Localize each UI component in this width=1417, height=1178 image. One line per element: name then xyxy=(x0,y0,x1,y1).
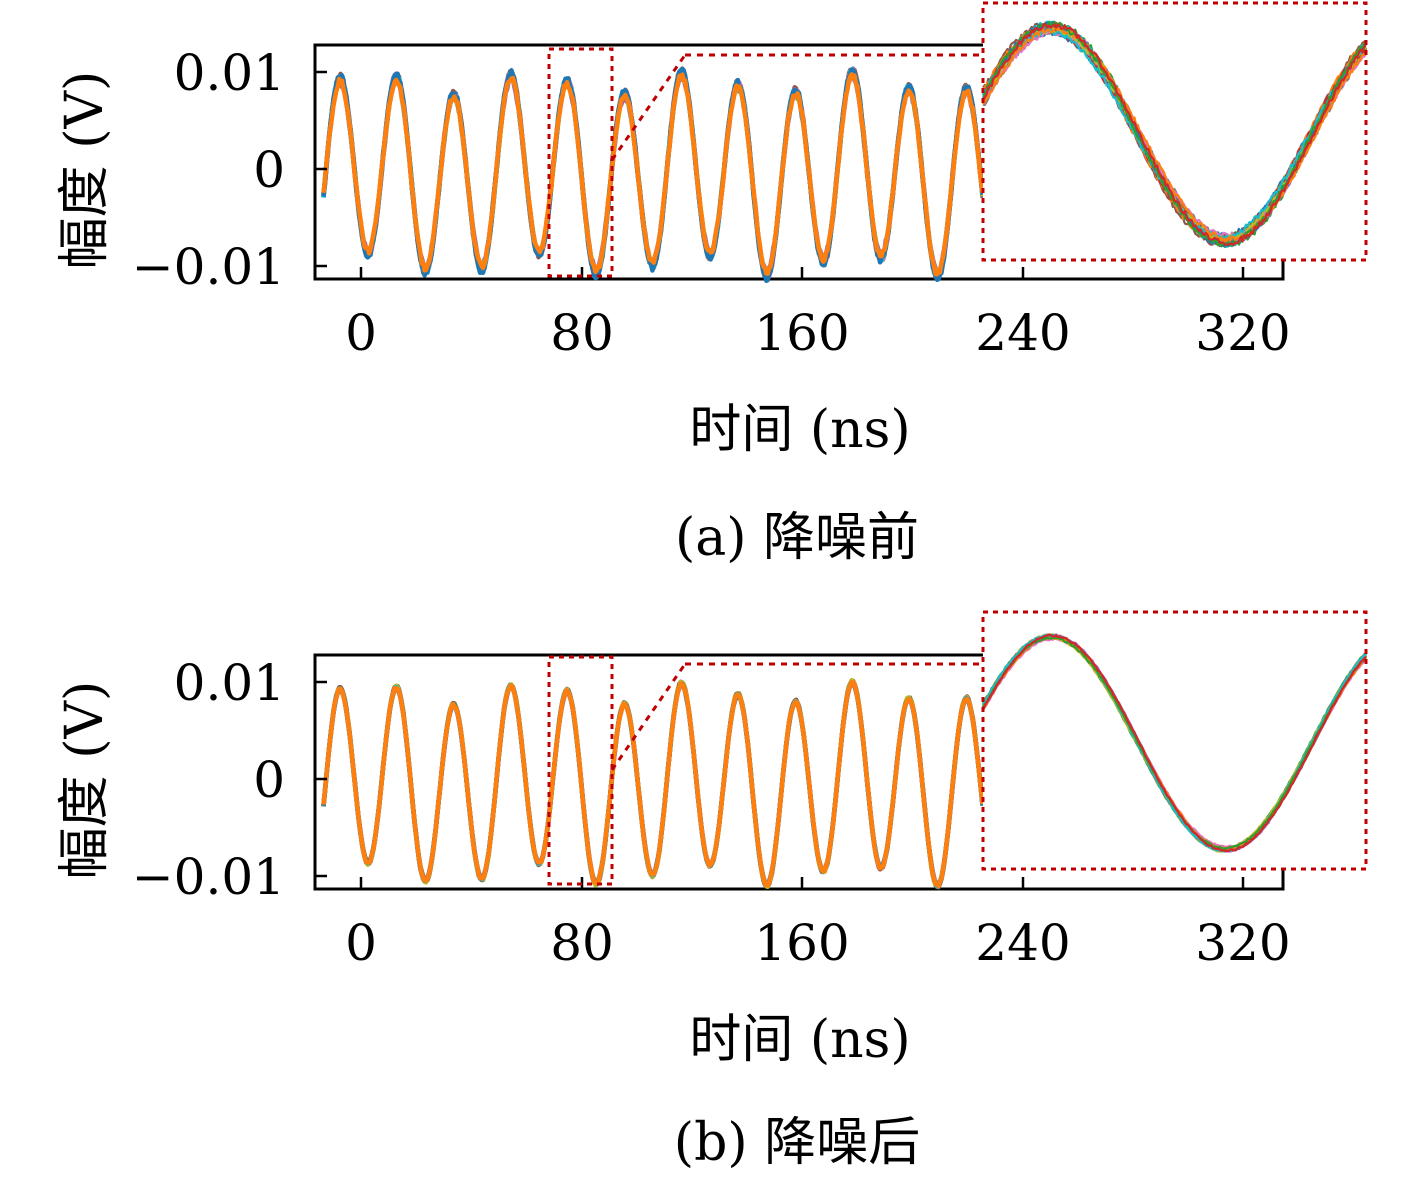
inset-bg-a xyxy=(983,3,1366,260)
xtick-label-b-3: 240 xyxy=(975,914,1070,972)
ytick-label-a-0: 0.01 xyxy=(174,44,285,102)
ytick-label-b-2: −0.01 xyxy=(132,848,285,906)
caption-b: (b) 降噪后 xyxy=(674,1113,920,1173)
xtick-label-a-3: 240 xyxy=(975,304,1070,362)
ytick-label-a-2: −0.01 xyxy=(132,238,285,296)
caption-a: (a) 降噪前 xyxy=(675,508,919,568)
x-axis-label-a: 时间 (ns) xyxy=(689,400,910,460)
inset-series-line-a-22 xyxy=(982,26,1367,243)
panel-b: 0.01 0 −0.01 0 80 160 240 320 时间 (ns) 幅度… xyxy=(55,610,1368,1173)
panel-a: 0.01 0 −0.01 0 80 160 240 320 时间 (ns) 幅度… xyxy=(55,1,1368,568)
series-line-b-12 xyxy=(321,679,985,889)
ytick-label-b-0: 0.01 xyxy=(174,654,285,712)
xtick-label-b-2: 160 xyxy=(754,914,849,972)
y-axis-label-b: 幅度 (V) xyxy=(55,681,115,880)
inset-frame-a xyxy=(981,1,1368,262)
series-line-a-12 xyxy=(321,72,985,277)
series-lines-a xyxy=(321,66,985,284)
ytick-label-a-1: 0 xyxy=(253,141,285,199)
inset-series-lines-a xyxy=(981,20,1368,248)
x-axis-label-b: 时间 (ns) xyxy=(689,1010,910,1070)
ytick-label-b-1: 0 xyxy=(253,751,285,809)
xtick-label-a-4: 320 xyxy=(1195,304,1290,362)
inset-frame-b xyxy=(981,610,1368,871)
xtick-label-a-2: 160 xyxy=(754,304,849,362)
y-axis-label-a: 幅度 (V) xyxy=(55,71,115,270)
inset-series-line-b-24 xyxy=(982,633,1367,853)
xtick-label-a-1: 80 xyxy=(550,304,614,362)
inset-series-line-a-24 xyxy=(982,23,1367,246)
zoom-connector-b-top xyxy=(610,663,687,771)
zoom-region-b xyxy=(547,655,614,886)
inset-series-lines-b xyxy=(981,633,1367,853)
xtick-label-b-1: 80 xyxy=(550,914,614,972)
zoom-connector-a-top xyxy=(610,54,687,161)
xtick-label-b-4: 320 xyxy=(1195,914,1290,972)
xtick-label-a-0: 0 xyxy=(345,304,377,362)
series-lines-b xyxy=(321,678,985,890)
xtick-label-b-0: 0 xyxy=(345,914,377,972)
inset-bg-b xyxy=(983,612,1366,869)
zoom-region-a xyxy=(547,47,614,278)
